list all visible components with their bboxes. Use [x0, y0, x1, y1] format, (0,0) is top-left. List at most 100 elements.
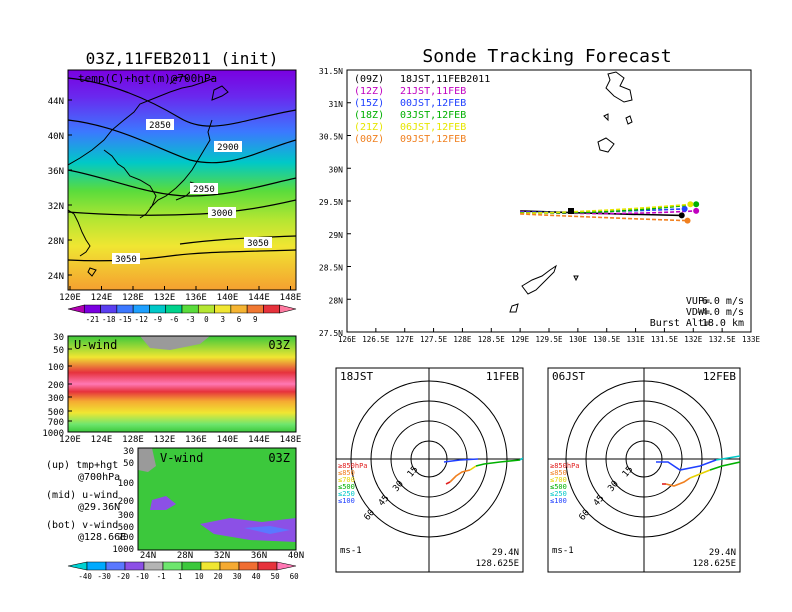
hodo-time: 18JST	[340, 370, 373, 383]
track-lat-tick-label: 30.5N	[319, 133, 343, 142]
u-pressure-tick-label: 700	[48, 418, 64, 428]
contour-labels: 2850 2900 2950 3000 3050 3050	[112, 119, 272, 265]
track-lat-tick-label: 28N	[329, 296, 344, 305]
hodo-date: 12FEB	[703, 370, 736, 383]
map-variable-label: temp(C)+hgt(m)@700hPa	[78, 72, 217, 85]
track-lon-tick-label: 126E	[338, 335, 357, 344]
launch-legend-label: 06JST,12FEB	[400, 122, 466, 133]
launch-legend-label: 03JST,12FEB	[400, 110, 466, 121]
v-lat-tick-label: 24N	[140, 551, 156, 561]
v-pressure-tick-label: 30	[123, 447, 134, 457]
map-lat-tick-label: 32N	[48, 202, 64, 212]
temp-colorbar-swatch	[279, 304, 297, 314]
u-lon-tick-label: 120E	[59, 435, 81, 445]
hodo-legend-item: ≤500	[338, 483, 355, 491]
sonde-track	[520, 213, 688, 222]
temp-colorbar-swatch	[67, 304, 85, 314]
map-lon-tick-label: 148E	[280, 293, 302, 303]
u-pressure-tick-label: 100	[48, 363, 64, 373]
height-contours	[68, 77, 296, 262]
hodo-time: 06JST	[552, 370, 585, 383]
hodo-ring	[370, 400, 488, 518]
wind-colorbar-swatch	[86, 561, 107, 571]
wind-colorbar-swatch	[200, 561, 221, 571]
temperature-map: 2850 2900 2950 3000 3050 3050 temp(C)+hgt(m)@…	[48, 69, 301, 303]
wind-colorbar-label: 40	[252, 572, 262, 581]
wind-colorbar-swatch	[143, 561, 164, 571]
contour-label: 3050	[115, 255, 137, 265]
hodo-legend-item: ≤250	[550, 490, 567, 498]
contour-label: 3000	[211, 209, 233, 219]
track-lat-tick-label: 31.5N	[319, 67, 343, 76]
island-small-4	[509, 303, 519, 313]
tracking-map: 31.5N 31N 30.5N 30N 29.5N 29N 28.5N 28N 27.5N 12…	[319, 67, 761, 344]
tracking-title: Sonde Tracking Forecast	[422, 46, 671, 67]
u-lon-tick-label: 148E	[280, 435, 302, 445]
map-lat-tick-label: 24N	[48, 272, 64, 282]
param-key: Burst Alt=	[650, 318, 710, 329]
hodo-trace-segment	[709, 461, 740, 471]
temp-colorbar-label: -6	[169, 315, 179, 324]
launch-legend-code: (09Z)	[354, 74, 384, 85]
burst-point	[681, 205, 688, 212]
wind-colorbar-swatch	[124, 561, 145, 571]
map-lon-tick-label: 136E	[185, 293, 207, 303]
launch-legend: (09Z) 18JST,11FEB2011 (12Z) 21JST,11FEB (15Z…	[354, 74, 490, 145]
u-pressure-tick-label: 300	[48, 394, 64, 404]
wind-colorbar-swatch	[181, 561, 202, 571]
contour-label-bg	[190, 183, 218, 194]
param-value: -4.0 m/s	[696, 307, 744, 318]
temp-colorbar-swatch	[214, 304, 232, 314]
launch-legend-label: 09JST,12FEB	[400, 134, 466, 145]
note-line: (bot) v-wind	[46, 520, 118, 531]
contour-label-bg	[146, 119, 174, 130]
note-line: (mid) u-wind	[46, 490, 118, 501]
island-amami	[521, 264, 557, 295]
track-lon-tick-label: 130E	[569, 335, 588, 344]
map-lat-tick-label: 44N	[48, 97, 64, 107]
wind-colorbar: -40 -30 -20 -10 -1 1 10 20 30 40 50 60	[67, 561, 299, 581]
hodo-trace-segment	[665, 477, 691, 487]
launch-marker	[568, 208, 574, 214]
contour-label-bg	[214, 141, 242, 152]
wind-colorbar-label: 10	[195, 572, 205, 581]
track-lon-tick-label: 131E	[627, 335, 646, 344]
v-wind-frame	[137, 447, 297, 551]
u-lon-tick-label: 124E	[91, 435, 113, 445]
hodo-legend-item: ≤100	[338, 497, 355, 505]
map-frame	[67, 69, 297, 291]
hodo-lon: 128.625E	[693, 559, 736, 569]
hodo-trace-segment	[445, 481, 451, 485]
map-lon-ticks: 120E 124E 128E 132E 136E 140E 144E 148E	[59, 286, 301, 303]
param-value: 6.0 m/s	[702, 296, 744, 307]
v-wind-negative-2	[200, 518, 296, 542]
track-lon-tick-label: 132.5E	[709, 335, 737, 344]
u-pressure-tick-label: 200	[48, 381, 64, 391]
track-lon-tick-label: 128E	[453, 335, 472, 344]
u-wind-time: 03Z	[268, 338, 290, 352]
u-lon-tick-label: 136E	[185, 435, 207, 445]
launch-legend-label: 21JST,11FEB	[400, 86, 466, 97]
u-pressure-tick-label: 1000	[42, 429, 64, 439]
hodo-trace	[443, 457, 523, 485]
temperature-field	[68, 70, 296, 290]
track-lon-tick-label: 129E	[511, 335, 530, 344]
hodo-ring	[625, 440, 663, 478]
wind-colorbar-label: -40	[78, 572, 92, 581]
track-lon-tick-label: 132E	[684, 335, 703, 344]
param-key: VUP=	[686, 296, 710, 307]
hodo-trace-segment	[715, 455, 740, 461]
launch-legend-code: (00Z)	[354, 134, 384, 145]
coastlines	[68, 75, 229, 277]
note-line: @700hPa	[78, 472, 120, 483]
hodo-legend-item: ≥850hPa	[550, 462, 580, 470]
map-lon-tick-label: 124E	[91, 293, 113, 303]
v-lat-ticks: 24N 28N 32N 36N 40N	[140, 551, 304, 561]
v-pressure-tick-label: 200	[118, 497, 134, 507]
hodo-trace-segment	[443, 458, 479, 463]
launch-legend-code: (12Z)	[354, 86, 384, 97]
v-wind-time: 03Z	[268, 451, 290, 465]
hodo-trace-segment	[656, 459, 717, 471]
hodo-ring	[605, 420, 683, 498]
